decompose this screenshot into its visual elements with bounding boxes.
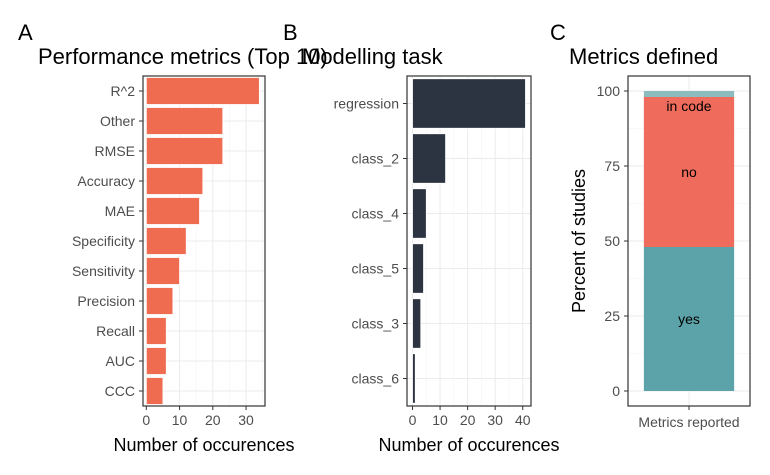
panel-c-letter: C bbox=[550, 20, 566, 45]
bar bbox=[145, 347, 167, 375]
y-tick-label: 50 bbox=[604, 233, 620, 249]
x-tick-label: 10 bbox=[172, 412, 188, 428]
category-label: RMSE bbox=[95, 143, 135, 159]
category-label: Sensitivity bbox=[72, 263, 135, 279]
category-label: Other bbox=[100, 113, 135, 129]
category-label: Specificity bbox=[72, 233, 135, 249]
category-label: R^2 bbox=[111, 83, 136, 99]
x-tick-label: 20 bbox=[460, 412, 476, 428]
y-tick-label: 75 bbox=[604, 158, 620, 174]
bar bbox=[412, 78, 526, 129]
x-tick-label: 30 bbox=[238, 412, 254, 428]
y-tick-label: 25 bbox=[604, 308, 620, 324]
bar bbox=[145, 77, 260, 105]
category-label: class_2 bbox=[352, 151, 400, 167]
segment-label: yes bbox=[678, 311, 700, 327]
segment-label: in code bbox=[666, 98, 711, 114]
category-label: class_6 bbox=[352, 371, 400, 387]
category-label: class_5 bbox=[352, 261, 400, 277]
bar bbox=[145, 257, 180, 285]
y-tick-label: 0 bbox=[612, 383, 620, 399]
panel-a-letter: A bbox=[18, 20, 33, 45]
panel-c-title: Metrics defined bbox=[569, 44, 718, 69]
panel-b-bars bbox=[412, 78, 526, 404]
x-tick-label: 40 bbox=[515, 412, 531, 428]
stack-segment bbox=[643, 97, 735, 247]
category-label: CCC bbox=[105, 383, 135, 399]
category-label: regression bbox=[334, 96, 399, 112]
panel-c-ylabel: Percent of studies bbox=[569, 169, 589, 313]
bar bbox=[145, 137, 224, 165]
panel-c-bars: yes no in code bbox=[643, 91, 735, 391]
panel-b: 0 10 20 30 40 regression class_2 class_4 class_5… bbox=[283, 20, 560, 455]
panel-a-title: Performance metrics (Top 10) bbox=[38, 44, 328, 69]
bar bbox=[412, 188, 427, 239]
panel-b-frame bbox=[406, 75, 532, 407]
panel-b-letter: B bbox=[283, 20, 298, 45]
category-label: class_4 bbox=[352, 206, 400, 222]
bar bbox=[412, 353, 416, 404]
panel-b-xlabel: Number of occurences bbox=[378, 435, 559, 455]
segment-label: no bbox=[681, 164, 697, 180]
category-label: class_3 bbox=[352, 316, 400, 332]
x-tick-label: 20 bbox=[205, 412, 221, 428]
bar bbox=[145, 377, 164, 405]
bar bbox=[412, 133, 446, 184]
bar bbox=[412, 243, 424, 294]
category-label: MAE bbox=[105, 203, 135, 219]
bar bbox=[145, 227, 187, 255]
panel-b-title: Modelling task bbox=[302, 44, 444, 69]
stack-segment bbox=[643, 247, 735, 391]
bar bbox=[145, 197, 200, 225]
category-label: Recall bbox=[96, 323, 135, 339]
panel-c-ticks: 0 25 50 75 100 Metrics reported bbox=[597, 83, 740, 430]
category-label: Accuracy bbox=[77, 173, 135, 189]
category-label: AUC bbox=[105, 353, 135, 369]
y-tick-label: 100 bbox=[597, 83, 621, 99]
category-label: Metrics reported bbox=[638, 414, 739, 430]
x-tick-label: 0 bbox=[409, 412, 417, 428]
x-tick-label: 10 bbox=[432, 412, 448, 428]
panel-a-ticks: 0 10 20 30 R^2 Other RMSE Accuracy MAE Specificit… bbox=[72, 83, 254, 428]
panel-b-ticks: 0 10 20 30 40 regression class_2 class_4 class_5… bbox=[334, 96, 531, 429]
panel-a-bars bbox=[145, 77, 260, 405]
panel-a: 0 10 20 30 R^2 Other RMSE Accuracy MAE Specificit… bbox=[18, 20, 328, 455]
bar bbox=[145, 317, 167, 345]
x-tick-label: 30 bbox=[487, 412, 503, 428]
category-label: Precision bbox=[77, 293, 135, 309]
panel-a-xlabel: Number of occurences bbox=[113, 435, 294, 455]
bar bbox=[145, 107, 224, 135]
x-tick-label: 0 bbox=[142, 412, 150, 428]
bar bbox=[145, 167, 204, 195]
bar bbox=[145, 287, 174, 315]
bar bbox=[412, 298, 422, 349]
stack-segment bbox=[643, 91, 735, 97]
